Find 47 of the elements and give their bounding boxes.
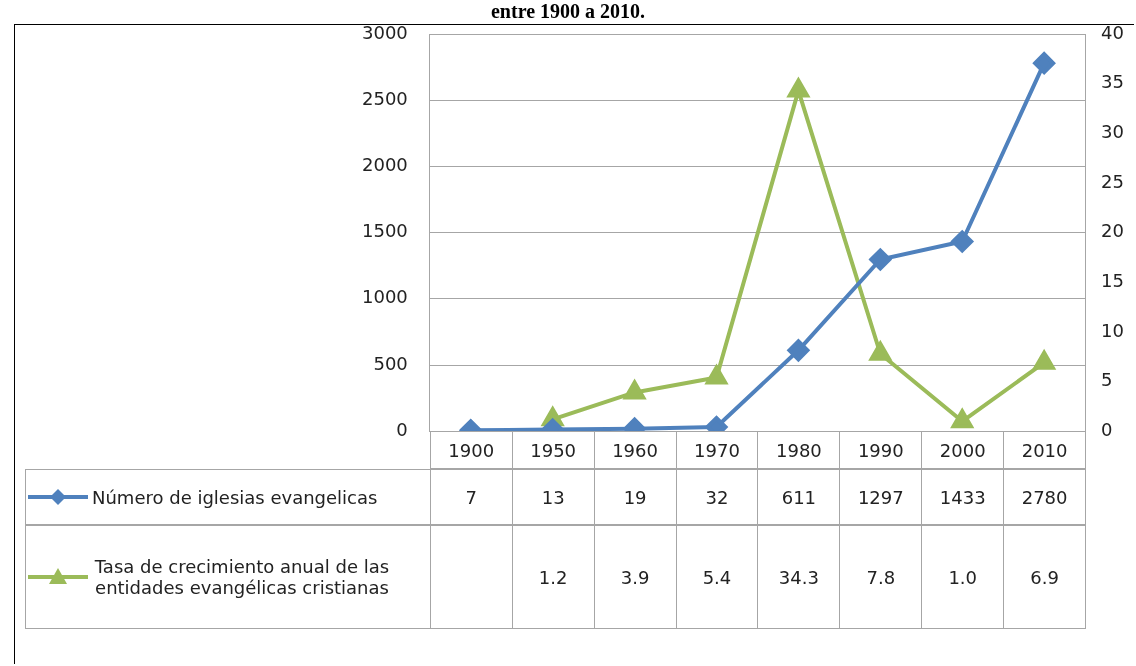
y-tick-label: 0	[396, 418, 408, 440]
legend-label: Número de iglesias evangelicas	[92, 486, 378, 508]
y2-tick-label: 25	[1101, 170, 1124, 192]
data-label: 611	[757, 469, 841, 526]
y-tick-label: 2500	[362, 87, 408, 109]
legend-label: Tasa de crecimiento anual de las entidades evangélicas cristianas	[93, 556, 391, 599]
x-tick-label: 2010	[1003, 431, 1087, 470]
y2-tick-label: 30	[1101, 120, 1124, 142]
point	[868, 339, 893, 361]
point	[704, 363, 729, 385]
data-label: 7	[429, 469, 513, 526]
x-tick-label: 1990	[839, 431, 923, 470]
y-tick-label: 1500	[362, 220, 408, 242]
data-label: 34.3	[757, 525, 841, 630]
data-label: 7.8	[839, 525, 923, 630]
data-label: 32	[675, 469, 759, 526]
data-label: 6.9	[1003, 525, 1087, 630]
x-tick-label: 2000	[921, 431, 1005, 470]
y2-tick-label: 0	[1101, 418, 1113, 440]
x-tick-label: 1960	[593, 431, 677, 470]
x-tick-label: 1970	[675, 431, 759, 470]
y2-tick-label: 35	[1101, 71, 1124, 93]
y2-tick-label: 20	[1101, 220, 1124, 242]
data-label: 3.9	[593, 525, 677, 630]
y2-tick-label: 40	[1101, 21, 1124, 43]
data-label: 1.2	[511, 525, 595, 630]
y-tick-label: 500	[373, 352, 408, 374]
x-tick-label: 1950	[511, 431, 595, 470]
y-tick-label: 3000	[362, 21, 408, 43]
x-tick-label: 1900	[429, 431, 513, 470]
data-label: 1433	[921, 469, 1005, 526]
data-label: 1.0	[921, 525, 1005, 630]
data-label: 5.4	[675, 525, 759, 630]
data-label: 13	[511, 469, 595, 526]
x-tick-label: 1980	[757, 431, 841, 470]
point	[623, 380, 646, 400]
data-label: 2780	[1003, 469, 1087, 526]
y2-tick-label: 15	[1101, 269, 1124, 291]
y-tick-label: 2000	[362, 154, 408, 176]
y2-tick-label: 10	[1101, 319, 1124, 341]
data-label: 19	[593, 469, 677, 526]
point	[1032, 348, 1057, 370]
point	[786, 76, 811, 98]
chart-title: entre 1900 a 2010.	[489, 0, 647, 22]
y2-tick-label: 5	[1101, 369, 1113, 391]
y-tick-label: 1000	[362, 286, 408, 308]
data-label: 1297	[839, 469, 923, 526]
